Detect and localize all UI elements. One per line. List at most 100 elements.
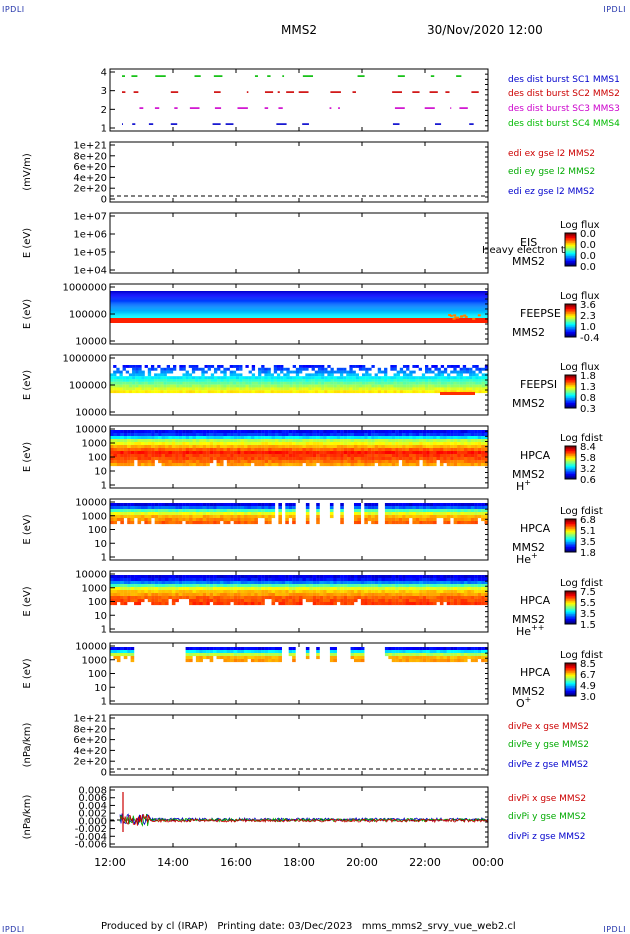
spectrogram-cell: [305, 590, 310, 594]
burst-interval-mark: [329, 107, 332, 109]
spectrogram-cell: [316, 515, 320, 519]
spectrogram-cell: [245, 365, 249, 368]
spectrogram-cell: [418, 390, 422, 394]
spectrogram-cell: [171, 578, 176, 582]
spectrogram-cell: [380, 376, 385, 380]
spectrogram-cell: [398, 587, 403, 591]
spectrogram-cell: [137, 518, 142, 522]
y-tick-label: 4: [101, 68, 107, 79]
spectrogram-cell: [398, 593, 403, 597]
spectrogram-cell: [192, 647, 197, 651]
spectrogram-cell: [384, 448, 389, 452]
spectrogram-cell: [462, 390, 467, 394]
spectrogram-cell: [353, 656, 358, 660]
y-tick-label: 0: [101, 195, 107, 206]
spectrogram-cell: [113, 521, 118, 525]
spectrogram-cell: [330, 390, 334, 394]
spectrogram-cell: [316, 587, 320, 591]
spectrogram-cell: [116, 376, 120, 380]
spectrogram-cell: [415, 365, 419, 368]
spectrogram-cell: [195, 433, 200, 437]
spectrogram-cell: [309, 436, 313, 440]
spectrogram-cell: [463, 463, 468, 467]
spectrogram-cell: [329, 506, 334, 510]
spectrogram-cell: [380, 381, 385, 385]
spectrogram-cell: [353, 575, 358, 579]
y-tick-label: 10000: [75, 498, 107, 509]
spectrogram-cell: [188, 379, 193, 382]
spectrogram-cell: [223, 448, 227, 452]
spectrogram-cell: [408, 451, 413, 455]
spectrogram-cell: [273, 365, 278, 368]
spectrogram-cell: [415, 433, 420, 437]
spectrogram-cell: [264, 457, 269, 461]
y-axis-label: E (eV): [22, 370, 33, 400]
spectrogram-cell: [439, 506, 444, 510]
spectrogram-cell: [147, 451, 152, 455]
spectrogram-cell: [247, 457, 252, 461]
spectrogram-cell: [247, 584, 252, 588]
instrument-label: FEEPSI: [520, 378, 557, 391]
spectrogram-cell: [299, 590, 303, 594]
spectrogram-cell: [474, 656, 478, 660]
burst-interval-mark: [450, 107, 452, 109]
spectrogram-cell: [192, 653, 197, 657]
spectrogram-cell: [185, 451, 190, 455]
spectrogram-cell: [226, 445, 231, 449]
spectrogram-cell: [254, 448, 258, 452]
spectrogram-cell: [233, 659, 238, 663]
spectrogram-cell: [164, 590, 169, 594]
spectrogram-cell: [336, 379, 341, 382]
spectrogram-cell: [477, 509, 482, 513]
spectrogram-cell: [439, 596, 444, 600]
spectrogram-cell: [278, 439, 282, 443]
spectrogram-cell: [223, 436, 227, 440]
spectrogram-cell: [286, 370, 290, 374]
spectrogram-cell: [477, 436, 482, 440]
colorbar-tick-label: 2.3: [580, 311, 596, 322]
spectrogram-cell: [355, 381, 359, 385]
spectrogram-cell: [395, 442, 399, 446]
spectrogram-cell: [292, 365, 296, 368]
spectrogram-cell: [230, 448, 234, 452]
spectrogram-cell: [254, 587, 258, 591]
spectrogram-cell: [474, 430, 478, 434]
spectrogram-cell: [443, 376, 448, 380]
spectrogram-cell: [419, 448, 423, 452]
spectrogram-cell: [428, 367, 432, 371]
spectrogram-cell: [470, 578, 475, 582]
spectrogram-cell: [216, 515, 221, 519]
spectrogram-cell: [292, 381, 296, 385]
spectrogram-cell: [250, 575, 255, 579]
spectrogram-cell: [460, 454, 465, 458]
spectrogram-cell: [219, 433, 224, 437]
spectrogram-cell: [470, 647, 475, 651]
spectrogram-cell: [175, 439, 179, 443]
spectrogram-cell: [161, 518, 166, 522]
colorbar-tick-label: 8.5: [580, 659, 596, 670]
spectrogram-cell: [412, 575, 416, 579]
spectrogram-cell: [239, 381, 243, 385]
spectrogram-cell: [481, 602, 485, 606]
burst-interval-mark: [338, 107, 340, 109]
colorbar-swatch: [565, 525, 576, 528]
spectrogram-cell: [223, 518, 227, 522]
spectrogram-cell: [329, 650, 334, 654]
spectrogram-cell: [333, 457, 337, 461]
spectrogram-cell: [164, 587, 169, 591]
spectrogram-cell: [163, 381, 167, 385]
spectrogram-cell: [285, 596, 289, 600]
spectrogram-cell: [185, 387, 189, 391]
spectrogram-cell: [244, 593, 248, 597]
spectrogram-cell: [305, 587, 310, 591]
spectrogram-cell: [292, 390, 296, 394]
colorbar-swatch: [565, 472, 576, 475]
spectrogram-cell: [305, 593, 310, 597]
spectrogram-cell: [123, 457, 128, 461]
spectrogram-cell: [336, 454, 341, 458]
spectrogram-cell: [429, 515, 434, 519]
spectrogram-cell: [250, 659, 255, 663]
spectrogram-cell: [443, 430, 447, 434]
spectrogram-cell: [295, 448, 300, 452]
spectrogram-cell: [274, 656, 279, 660]
